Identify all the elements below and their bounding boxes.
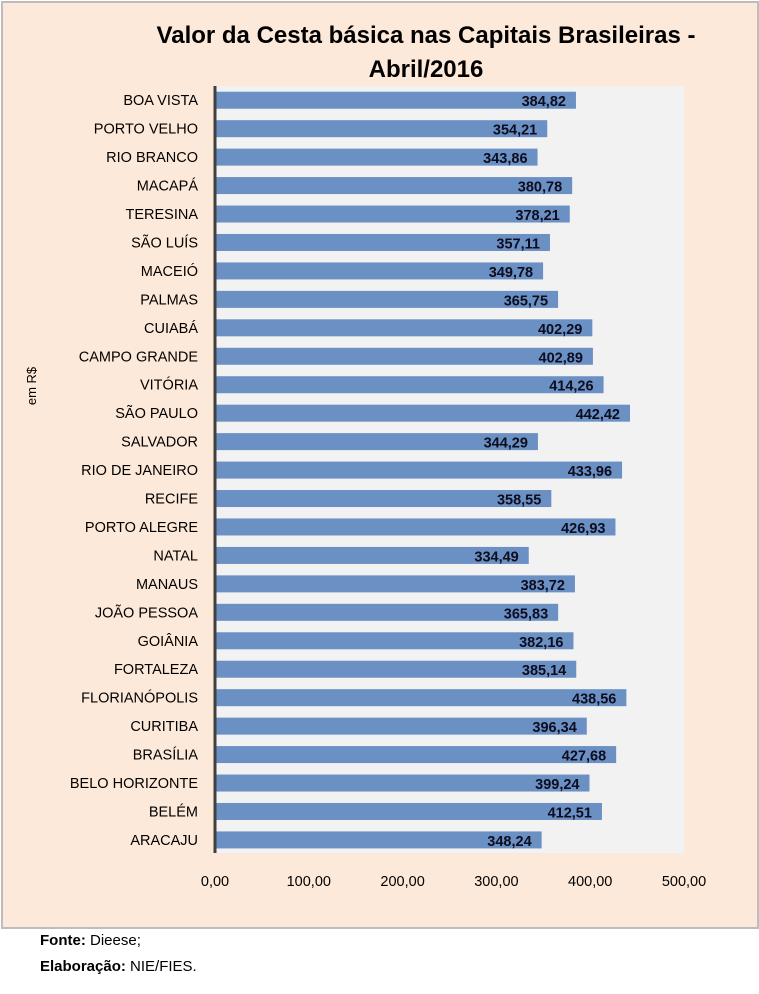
data-label: 344,29: [484, 436, 528, 452]
data-label: 349,78: [489, 265, 533, 281]
bar: [215, 518, 616, 536]
data-label: 427,68: [562, 749, 606, 765]
data-label: 380,78: [518, 180, 562, 196]
bar: [215, 404, 630, 422]
bar: [215, 319, 593, 337]
category-label: RIO DE JANEIRO: [81, 463, 198, 479]
x-tick-label: 100,00: [287, 874, 331, 890]
category-label: CURITIBA: [130, 719, 198, 735]
data-label: 414,26: [549, 379, 593, 395]
source-label: Fonte:: [40, 932, 86, 949]
category-label: PALMAS: [140, 292, 198, 308]
credit-note: Elaboração: NIE/FIES.: [40, 958, 197, 975]
category-label: BRASÍLIA: [133, 747, 199, 764]
data-label: 399,24: [535, 777, 579, 793]
category-label: MACAPÁ: [137, 178, 199, 195]
category-label: PORTO VELHO: [94, 122, 198, 138]
x-tick-label: 0,00: [201, 874, 229, 890]
bar: [215, 490, 552, 508]
bar: [215, 660, 577, 678]
category-label: GOIÂNIA: [138, 633, 199, 650]
category-label: NATAL: [153, 548, 198, 564]
bar: [215, 290, 559, 308]
bar: [215, 689, 627, 707]
category-label: MANAUS: [136, 577, 198, 593]
data-label: 358,55: [497, 493, 541, 509]
data-label: 378,21: [515, 208, 559, 224]
bar: [215, 376, 604, 394]
bar: [215, 262, 544, 280]
chart-title-line-1: Valor da Cesta básica nas Capitais Brasi…: [157, 22, 696, 49]
category-label: BELÉM: [149, 803, 198, 820]
category-label: CUIABÁ: [144, 320, 198, 337]
data-label: 343,86: [483, 151, 527, 167]
data-label: 402,89: [539, 350, 583, 366]
category-label: TERESINA: [125, 207, 198, 223]
data-label: 357,11: [496, 236, 540, 252]
category-label: MACEIÓ: [141, 263, 198, 280]
category-label: SÃO PAULO: [115, 405, 198, 422]
bar: [215, 205, 570, 223]
y-axis-label: em R$: [24, 366, 39, 405]
bar: [215, 148, 538, 166]
data-label: 354,21: [493, 123, 537, 139]
category-label: BOA VISTA: [123, 93, 198, 109]
x-tick-label: 300,00: [474, 874, 518, 890]
category-label: SÃO LUÍS: [131, 234, 198, 251]
category-label: FORTALEZA: [114, 662, 198, 678]
bar: [215, 603, 559, 621]
data-label: 396,34: [532, 720, 576, 736]
source-value: Dieese;: [85, 932, 141, 949]
bar: [215, 461, 623, 479]
category-label: CAMPO GRANDE: [79, 349, 199, 365]
bar: [215, 433, 538, 451]
data-label: 383,72: [521, 578, 565, 594]
category-label: BELO HORIZONTE: [70, 776, 198, 792]
category-label: RIO BRANCO: [106, 150, 198, 166]
bar: [215, 774, 590, 792]
category-label: SALVADOR: [121, 435, 198, 451]
x-tick-label: 200,00: [380, 874, 424, 890]
bar: [215, 831, 542, 849]
data-label: 348,24: [487, 834, 531, 850]
bar-chart: Valor da Cesta básica nas Capitais Brasi…: [24, 22, 706, 890]
bar: [215, 91, 576, 109]
data-label: 438,56: [572, 692, 616, 708]
data-label: 385,14: [522, 663, 566, 679]
data-label: 365,83: [504, 606, 548, 622]
data-label: 426,93: [561, 521, 605, 537]
data-label: 365,75: [504, 293, 548, 309]
category-label: JOÃO PESSOA: [95, 604, 198, 621]
data-label: 402,29: [538, 322, 582, 338]
data-label: 384,82: [522, 94, 566, 110]
category-label: ARACAJU: [130, 833, 198, 849]
data-label: 442,42: [576, 407, 620, 423]
credit-value: NIE/FIES.: [125, 958, 197, 975]
bar: [215, 233, 550, 251]
bar: [215, 717, 587, 735]
chart-title-line-2: Abril/2016: [369, 56, 484, 83]
credit-label: Elaboração:: [40, 958, 126, 975]
data-label: 433,96: [568, 464, 612, 480]
bar: [215, 575, 575, 593]
category-label: PORTO ALEGRE: [85, 520, 198, 536]
x-tick-label: 400,00: [568, 874, 612, 890]
bar: [215, 546, 529, 564]
category-label: FLORIANÓPOLIS: [81, 690, 198, 707]
category-label: VITÓRIA: [140, 377, 198, 394]
data-label: 382,16: [519, 635, 563, 651]
x-tick-label: 500,00: [662, 874, 706, 890]
bar: [215, 177, 573, 195]
data-label: 412,51: [548, 805, 592, 821]
bar: [215, 746, 617, 764]
bar: [215, 802, 602, 820]
bar: [215, 632, 574, 650]
bar: [215, 120, 548, 138]
category-label: RECIFE: [145, 492, 199, 508]
source-note: Fonte: Dieese;: [40, 932, 141, 949]
bar: [215, 347, 593, 365]
data-label: 334,49: [474, 549, 518, 565]
